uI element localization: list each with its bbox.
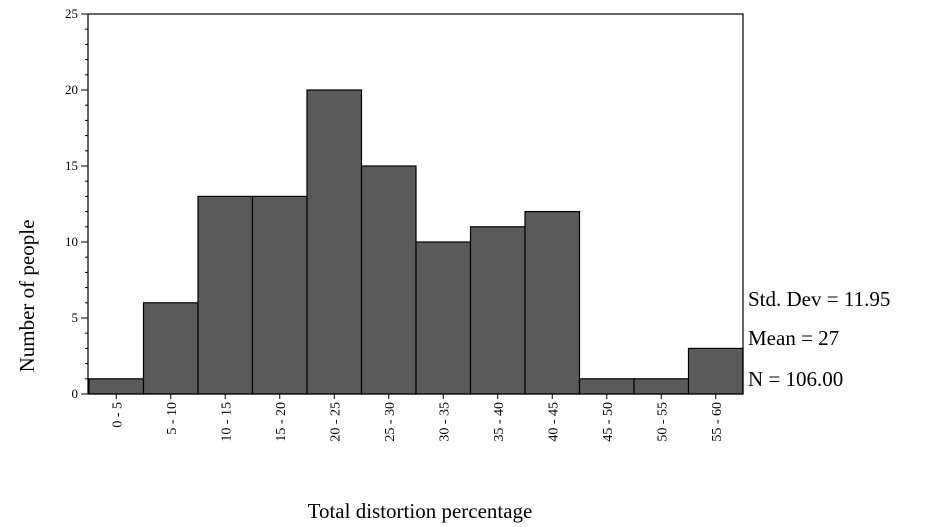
bar-50-55	[633, 378, 690, 395]
x-tick-label: 0 - 5	[110, 402, 125, 428]
y-tick-label: 15	[65, 158, 78, 173]
y-tick-label: 5	[72, 310, 79, 325]
bar-5-10	[142, 302, 199, 395]
bar-35-40	[469, 226, 526, 395]
x-axis-title: Total distortion percentage	[308, 499, 533, 523]
y-tick-label: 25	[65, 6, 78, 21]
plot-frame	[87, 13, 744, 395]
x-tick-label: 25 - 30	[383, 402, 398, 442]
n-label: N = 106.00	[748, 367, 843, 391]
mean-label: Mean = 27	[748, 326, 839, 350]
bar-30-35	[415, 241, 472, 395]
x-tick-label: 5 - 10	[165, 402, 180, 435]
bar-0-5	[88, 378, 145, 395]
y-axis-title: Number of people	[15, 220, 39, 373]
x-tick-label: 35 - 40	[492, 402, 507, 442]
x-tick-label: 40 - 45	[546, 402, 561, 442]
std-dev-label: Std. Dev = 11.95	[748, 287, 890, 311]
x-tick-label: 45 - 50	[601, 402, 616, 442]
y-axis: 0 5 10 15 20 25	[65, 6, 88, 401]
y-tick-label: 10	[65, 234, 78, 249]
bars-group	[88, 89, 744, 395]
bar-15-20	[251, 195, 308, 395]
y-tick-label: 20	[65, 82, 78, 97]
y-tick-label: 0	[72, 386, 79, 401]
x-tick-label: 30 - 35	[437, 402, 452, 442]
x-axis: 0 - 5 5 - 10 10 - 15 15 - 20 20 - 25 25 - 30 3…	[110, 394, 725, 442]
bar-55-60	[687, 347, 744, 395]
bar-10-15	[197, 195, 254, 395]
x-tick-label: 15 - 20	[274, 402, 289, 442]
x-tick-label: 55 - 60	[710, 402, 725, 442]
x-tick-label: 10 - 15	[219, 402, 234, 442]
bar-20-25	[306, 89, 363, 395]
bar-25-30	[360, 165, 417, 395]
x-tick-label: 20 - 25	[328, 402, 343, 442]
bar-40-45	[524, 211, 581, 395]
bar-45-50	[578, 378, 635, 395]
x-tick-label: 50 - 55	[655, 402, 670, 442]
